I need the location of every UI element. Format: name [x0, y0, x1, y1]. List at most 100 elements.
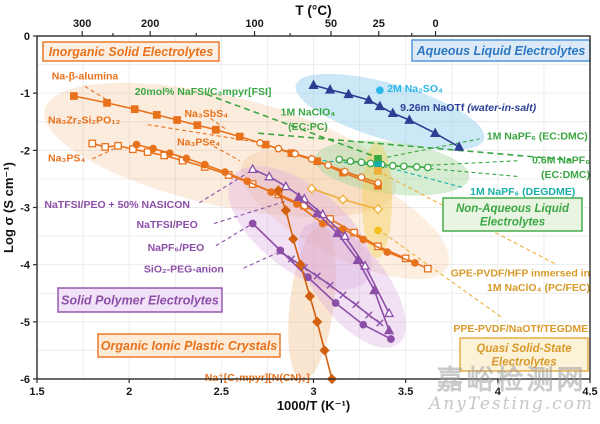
series-2m-na-so [376, 86, 384, 95]
data-point [291, 149, 299, 158]
leader-line [383, 232, 502, 318]
leader-line [429, 160, 520, 166]
x-tick-label: 2.5 [214, 386, 229, 398]
label-1m-naclo: 1M NaClO₄ [281, 107, 336, 119]
data-point [293, 200, 301, 208]
data-point [352, 254, 363, 264]
label-1m-napf-degdme: 1M NaPF₆ (DEGDME) [470, 186, 575, 198]
category-box-label: Aqueous Liquid Electrolytes [416, 44, 586, 58]
data-point [387, 107, 398, 118]
data-point [280, 205, 291, 216]
data-point [88, 139, 97, 148]
series-1m-naclo-ec-pc [258, 132, 572, 161]
data-point [318, 219, 327, 228]
data-point [165, 149, 174, 158]
data-point [430, 127, 441, 138]
x-tick-label: 1.5 [29, 386, 44, 398]
data-point [337, 194, 349, 205]
top-tick-label: 100 [245, 18, 263, 30]
data-point [357, 173, 366, 182]
highlight-ellipse [228, 166, 372, 290]
series-napf-peo [248, 219, 395, 343]
data-point [383, 248, 392, 256]
category-box-frame [442, 197, 583, 232]
axis-tick-labels: 1.5 2 2.5 3 3.5 4 4.5 0 -1 -2 -3 -4 -5 -6 300 200 100 50 2… [20, 18, 597, 398]
category-box-label: Inorganic Solid Electrolytes [49, 45, 214, 59]
data-point [101, 143, 110, 151]
leader-line [84, 85, 112, 103]
data-point [114, 141, 122, 150]
data-point [152, 111, 161, 119]
data-point [264, 171, 275, 181]
leader-line [383, 173, 558, 266]
label-na-pse: Na₃PSe₄ [177, 136, 220, 148]
leader-line [429, 168, 521, 178]
label-na-sbs: Na₃SbS₄ [184, 108, 228, 120]
x-tick-label: 4 [495, 386, 502, 398]
category-box-label: Non-Aqueous Liquid [456, 203, 570, 215]
series-line [206, 93, 381, 160]
top-tick-label: 25 [373, 18, 385, 30]
top-axis-title: T (°C) [295, 3, 331, 18]
axis-ticks [33, 31, 591, 383]
data-point [346, 157, 355, 166]
data-point [324, 161, 333, 170]
data-point [363, 94, 374, 104]
top-tick-label: 200 [141, 18, 159, 30]
top-tick-label: 300 [73, 18, 91, 30]
data-point [211, 125, 220, 134]
data-point [200, 160, 209, 169]
series-labels: Na-β-alumina 20mol% NaFSI/C₃mpyr[FSI] Na₃Z… [44, 71, 590, 384]
data-point [412, 163, 421, 171]
data-point [343, 88, 354, 99]
data-point [376, 86, 384, 95]
data-point [173, 116, 181, 124]
data-point [335, 155, 344, 164]
data-point [339, 225, 347, 234]
data-point [280, 180, 291, 191]
data-point [411, 259, 419, 267]
data-point [399, 162, 408, 171]
data-point [423, 264, 432, 273]
series-ppe-pvdf-naotf-tegdme [374, 226, 382, 235]
data-point [360, 260, 371, 270]
label-ppe-pvdf-naotf-tegdme: PPE-PVDF/NaOTf/TEGDME [453, 323, 588, 335]
series-line [258, 132, 572, 161]
series-na-alumina [70, 92, 220, 134]
data-point [308, 79, 319, 90]
label-na-ps: Na₃PS₄ [48, 152, 85, 164]
data-point [339, 230, 350, 240]
data-point [273, 185, 284, 196]
top-tick-label: 50 [325, 18, 337, 30]
leader-lines [84, 85, 558, 318]
leader-line [243, 252, 277, 269]
series-na-zr-si-po [256, 139, 382, 187]
data-point [388, 161, 397, 170]
label-ec-pc: (EC:PC) [288, 121, 328, 133]
data-point [132, 140, 141, 149]
data-point [267, 188, 275, 196]
data-point [369, 284, 380, 295]
label-sio-peg-anion: SiO₂-PEG-anion [144, 264, 224, 276]
x-tick-label: 3 [310, 386, 316, 398]
data-point [243, 177, 251, 186]
data-point [288, 233, 299, 245]
data-point [256, 139, 264, 147]
data-point [331, 299, 340, 307]
label-natfsi-peo-50-nasicon: NaTFSI/PEO + 50% NASICON [44, 199, 190, 211]
y-tick-label: -4 [20, 260, 31, 272]
category-box-frame [97, 333, 281, 358]
data-point [326, 281, 334, 289]
x-tick-label: 3.5 [398, 386, 413, 398]
data-point [339, 291, 347, 299]
data-point [313, 272, 321, 280]
data-point [324, 84, 336, 94]
label-na-c-mpyr-n-cn: Na⁺[C₁mpyr][N(CN)₂] [205, 372, 310, 384]
category-box-label: Electrolytes [491, 356, 556, 368]
leader-line [198, 172, 248, 204]
data-point [287, 255, 296, 263]
data-point [182, 154, 191, 163]
data-point [304, 290, 315, 302]
label-20mol-nafsi-c-mpyr-fsi: 20mol% NaFSI/C₃mpyr[FSI] [135, 86, 272, 98]
